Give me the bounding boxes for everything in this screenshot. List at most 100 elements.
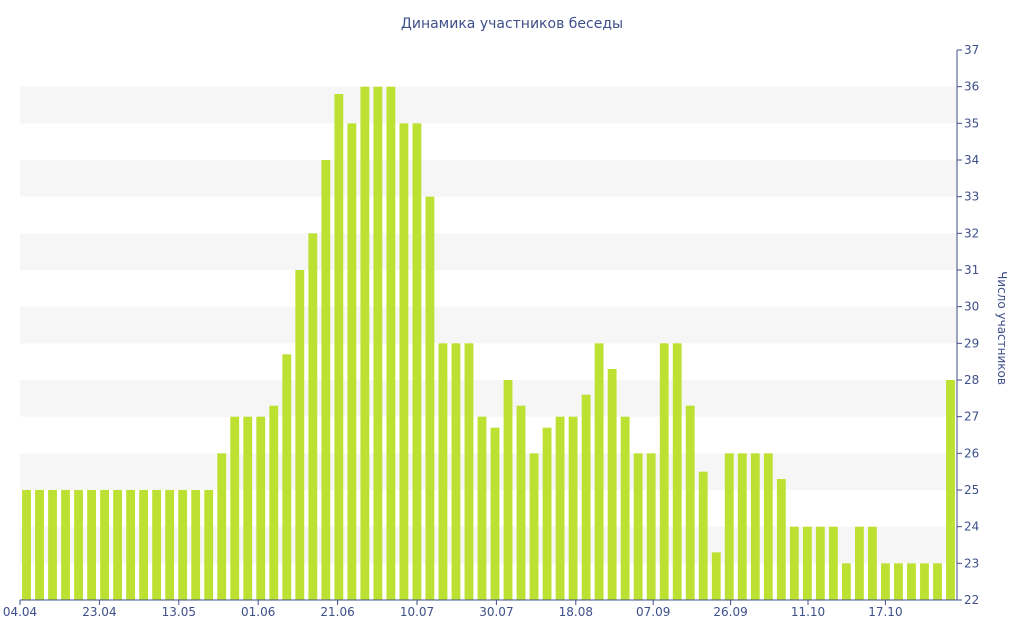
bar: [373, 86, 383, 600]
bar: [165, 490, 175, 600]
grid-band: [20, 160, 957, 197]
bar: [607, 369, 617, 600]
bar: [933, 563, 942, 600]
grid-bands: [20, 86, 957, 564]
grid-band: [20, 453, 957, 490]
bar: [178, 490, 188, 600]
y-tick-label: 26: [964, 446, 979, 460]
y-tick-label: 28: [964, 373, 979, 387]
y-tick-labels: 22 23 24 25 26 27 28 29 30 31 32 33 34 35 36 37: [957, 43, 979, 607]
bar: [22, 490, 31, 600]
bar: [880, 563, 890, 600]
bar: [594, 343, 604, 600]
bar: [100, 490, 110, 600]
bar: [646, 453, 656, 600]
bar: [425, 196, 435, 600]
bar: [867, 526, 877, 600]
x-tick-label: 23.04: [82, 605, 116, 619]
bar: [828, 526, 838, 600]
bar: [685, 405, 695, 600]
y-tick-label: 36: [964, 80, 979, 94]
grid-band: [20, 380, 957, 417]
bar: [308, 233, 318, 601]
bar: [126, 490, 136, 600]
x-tick-label: 13.05: [162, 605, 196, 619]
bar: [399, 123, 409, 600]
bar: [907, 563, 916, 600]
bar: [946, 380, 955, 600]
bar: [581, 394, 591, 600]
bar: [360, 86, 370, 600]
x-tick-label: 17.10: [868, 605, 902, 619]
x-tick-label: 30.07: [479, 605, 513, 619]
bar: [386, 86, 396, 600]
y-tick-label: 22: [964, 593, 979, 607]
grid-band: [20, 526, 957, 564]
bar: [347, 123, 357, 600]
x-tick-label: 04.04: [3, 605, 37, 619]
bars: [22, 86, 955, 601]
bar: [854, 526, 864, 600]
bar: [139, 490, 149, 600]
bar: [737, 453, 747, 600]
y-tick-label: 30: [964, 300, 979, 314]
y-tick-label: 33: [964, 190, 979, 204]
y-tick-label: 23: [964, 556, 979, 570]
bar: [204, 490, 214, 600]
bar: [894, 563, 903, 600]
y-tick-label: 27: [964, 410, 979, 424]
bar: [152, 490, 162, 600]
bar: [269, 405, 279, 600]
y-tick-label: 37: [964, 43, 979, 57]
bar: [282, 354, 292, 600]
bar: [230, 416, 240, 600]
bar: [451, 343, 461, 600]
y-tick-label: 34: [964, 153, 979, 167]
y-axis-label: Число участников: [995, 271, 1009, 385]
bar: [633, 453, 643, 600]
bar: [295, 270, 305, 600]
bar: [48, 490, 57, 600]
y-tick-label: 25: [964, 483, 979, 497]
bar: [815, 526, 825, 600]
x-tick-labels: 04.04 23.04 13.05 01.06 21.06 10.07 30.07 18.08…: [3, 600, 903, 619]
bar: [841, 563, 851, 600]
bar: [659, 343, 669, 600]
bar: [61, 490, 70, 600]
bar: [243, 416, 253, 600]
bar: [789, 526, 799, 600]
bar: [35, 490, 44, 600]
bar: [698, 471, 708, 600]
bar: [412, 123, 422, 600]
bar: [464, 343, 474, 600]
grid-band: [20, 86, 957, 124]
bar: [321, 160, 331, 600]
bar: [516, 405, 526, 600]
x-tick-label: 11.10: [791, 605, 825, 619]
bar: [672, 343, 682, 600]
y-tick-label: 31: [964, 263, 979, 277]
y-tick-label: 32: [964, 226, 979, 240]
bar: [763, 453, 773, 600]
bar: [750, 453, 760, 600]
bar: [217, 453, 227, 600]
bar: [477, 416, 487, 600]
x-tick-label: 07.09: [636, 605, 670, 619]
bar: [438, 343, 448, 600]
x-tick-label: 21.06: [320, 605, 354, 619]
bar: [503, 380, 513, 600]
grid-band: [20, 306, 957, 344]
bar: [113, 490, 123, 600]
axes: [20, 50, 958, 601]
bar: [529, 453, 539, 600]
x-tick-label: 01.06: [241, 605, 275, 619]
bar: [724, 453, 734, 600]
bar: [568, 416, 578, 600]
bar: [776, 479, 786, 600]
y-tick-label: 35: [964, 116, 979, 130]
y-tick-label: 24: [964, 520, 979, 534]
bar: [542, 427, 552, 600]
bar: [920, 563, 929, 600]
bar: [711, 552, 721, 600]
